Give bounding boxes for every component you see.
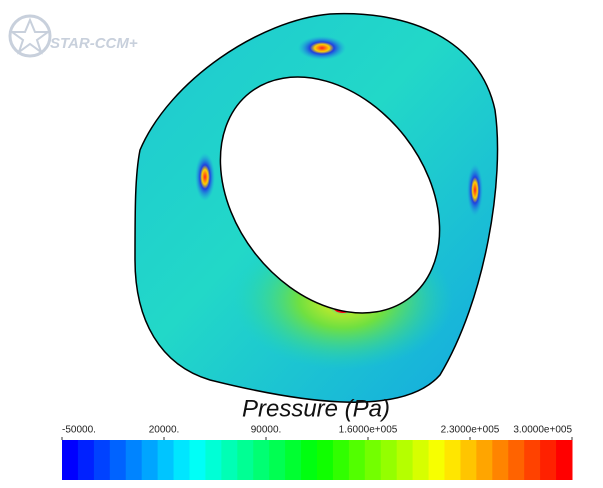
page: STAR-CCM+ Pressure (Pa) -50000. 20000. 900… [0, 0, 603, 483]
tick-label: -50000. [62, 425, 96, 436]
color-band [413, 440, 429, 480]
colorbar: -50000. 20000. 90000. 1.6000e+005 2.3000e+00… [62, 425, 573, 480]
color-band [190, 440, 206, 480]
color-band [556, 440, 572, 480]
tick-label: 2.3000e+005 [441, 425, 500, 436]
logo-star [12, 20, 48, 52]
color-band [237, 440, 253, 480]
color-band [317, 440, 333, 480]
color-band [205, 440, 221, 480]
tick-label: 1.6000e+005 [339, 425, 398, 436]
color-band [301, 440, 317, 480]
scene: STAR-CCM+ Pressure (Pa) -50000. 20000. 900… [0, 0, 603, 483]
color-band [253, 440, 269, 480]
logo-text: STAR-CCM+ [50, 35, 138, 52]
color-band [524, 440, 540, 480]
logo: STAR-CCM+ [10, 16, 138, 56]
color-band [126, 440, 142, 480]
color-band [460, 440, 476, 480]
color-band [492, 440, 508, 480]
hot-spot [298, 36, 346, 60]
color-band [78, 440, 94, 480]
color-band [269, 440, 285, 480]
color-band [429, 440, 445, 480]
color-band [349, 440, 365, 480]
hot-spot [467, 164, 483, 216]
color-band [540, 440, 556, 480]
color-band [285, 440, 301, 480]
color-band [158, 440, 174, 480]
hot-spot [195, 153, 215, 201]
tick-label: 3.0000e+005 [513, 425, 572, 436]
color-band [508, 440, 524, 480]
color-band [110, 440, 126, 480]
color-band [174, 440, 190, 480]
color-band [142, 440, 158, 480]
color-band [476, 440, 492, 480]
tick-label: 20000. [149, 425, 180, 436]
color-band [445, 440, 461, 480]
color-band [333, 440, 349, 480]
color-band [365, 440, 381, 480]
color-band [381, 440, 397, 480]
color-band [397, 440, 413, 480]
color-band [221, 440, 237, 480]
color-band [62, 440, 78, 480]
colorbar-title: Pressure (Pa) [242, 395, 390, 422]
color-band [94, 440, 110, 480]
tick-label: 90000. [251, 425, 282, 436]
